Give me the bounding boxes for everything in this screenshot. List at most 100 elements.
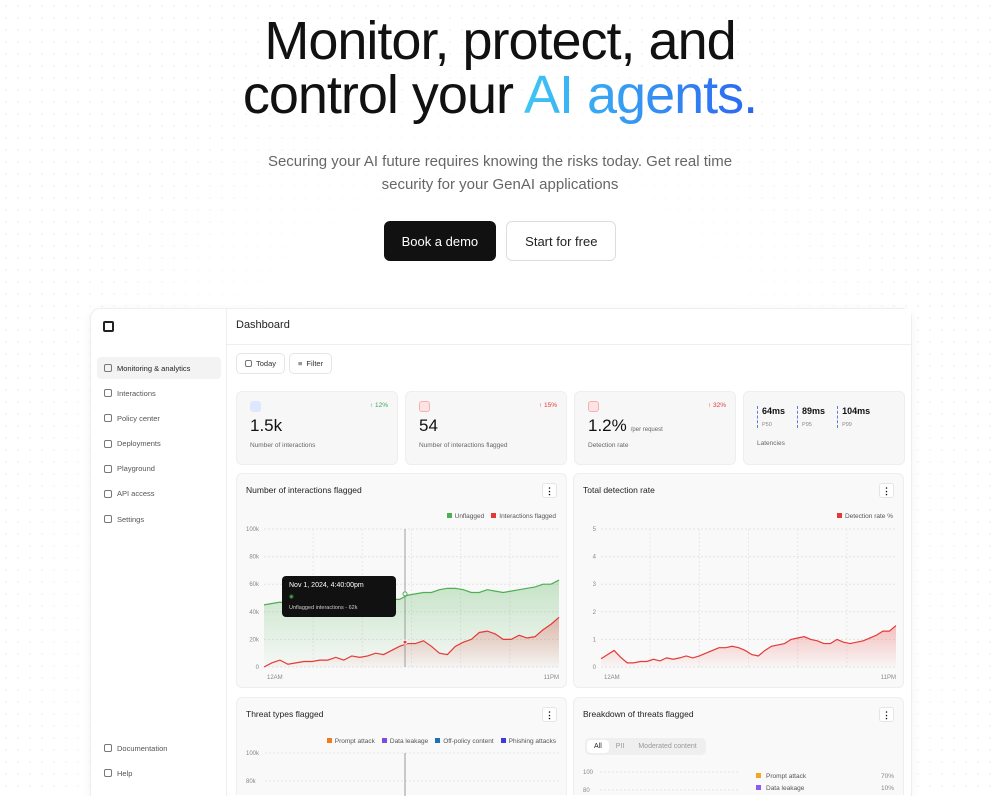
filter-button[interactable]: ≡ Filter xyxy=(289,353,333,374)
threat-breakdown-chart: Breakdown of threats flagged ⋮ All PII M… xyxy=(573,697,904,795)
legend-item: Phishing attacks xyxy=(500,738,556,745)
legend-item: Interactions flagged xyxy=(491,513,556,520)
nav-icon xyxy=(104,769,112,778)
chart-title: Total detection rate xyxy=(583,485,655,495)
y-tick-label: 80 xyxy=(583,788,590,794)
headline-accent: AI agents. xyxy=(523,65,758,125)
page-title: Dashboard xyxy=(227,309,911,345)
nav-icon xyxy=(104,515,112,524)
headline-line2: control your xyxy=(242,65,524,125)
hover-point xyxy=(402,639,408,645)
latency-card: 64ms P50 89ms P95 104ms P99 Latencies xyxy=(743,391,905,465)
stat-label: Detection rate xyxy=(588,442,629,449)
series-area-1 xyxy=(264,617,559,667)
legend-item: Detection rate % xyxy=(836,513,893,520)
more-options-button[interactable]: ⋮ xyxy=(542,707,557,722)
sidebar-item-interactions[interactable]: Interactions xyxy=(97,382,221,404)
sidebar-item-deployments[interactable]: Deployments xyxy=(97,433,221,455)
y-tick-label: 1 xyxy=(593,637,597,643)
main-panel: Dashboard Today ≡ Filter ↑ 12% 1.5k Number … xyxy=(227,309,911,796)
book-demo-button[interactable]: Book a demo xyxy=(383,221,497,261)
stat-label: Latencies xyxy=(757,440,785,447)
nav-icon xyxy=(104,439,112,448)
sidebar-item-help[interactable]: Help xyxy=(97,762,221,784)
legend-swatch xyxy=(756,773,761,778)
tab-all[interactable]: All xyxy=(587,740,609,753)
dashboard-preview: Monitoring & analytics Interactions Policy… xyxy=(90,308,912,796)
series-line-1 xyxy=(263,616,560,668)
breakdown-value: 10% xyxy=(881,785,894,792)
tab-moderated[interactable]: Moderated content xyxy=(638,743,697,750)
stat-label: Number of interactions xyxy=(250,442,316,449)
y-tick-label: 100k xyxy=(246,751,260,757)
stat-value: 54 xyxy=(419,416,438,435)
logo-icon xyxy=(103,321,114,332)
series-area-0 xyxy=(601,625,896,667)
stat-unit: /per request xyxy=(630,427,663,433)
legend-item: Data leakage xyxy=(381,738,428,745)
tab-pii[interactable]: PII xyxy=(615,743,625,750)
chart-title: Number of interactions flagged xyxy=(246,485,362,495)
x-tick-label: 11PM xyxy=(881,675,896,681)
sidebar-item-label: Monitoring & analytics xyxy=(117,363,191,373)
sidebar-item-label: Interactions xyxy=(117,388,156,398)
y-tick-label: 80k xyxy=(246,779,257,785)
more-options-button[interactable]: ⋮ xyxy=(879,483,894,498)
headline-line1: Monitor, protect, and xyxy=(264,11,736,71)
y-tick-label: 3 xyxy=(593,582,597,588)
sidebar-item-label: API access xyxy=(117,489,155,499)
stat-delta: ↑ 12% xyxy=(369,402,388,409)
chart-title: Breakdown of threats flagged xyxy=(583,709,694,719)
x-tick-label: 12AM xyxy=(604,675,620,681)
y-tick-label: 2 xyxy=(593,610,597,616)
nav-icon xyxy=(104,489,112,498)
nav-icon xyxy=(104,389,112,398)
breakdown-tabs: All PII Moderated content xyxy=(585,738,706,755)
y-tick-label: 0 xyxy=(256,665,260,671)
y-tick-label: 20k xyxy=(249,637,260,643)
breakdown-label: Data leakage xyxy=(766,785,805,792)
sidebar-item-label: Playground xyxy=(117,464,155,474)
sidebar-item-playground[interactable]: Playground xyxy=(97,458,221,480)
legend-item: Off-policy content xyxy=(435,738,494,745)
sidebar-item-api-access[interactable]: API access xyxy=(97,483,221,505)
start-free-button[interactable]: Start for free xyxy=(506,221,617,261)
legend-item: Prompt attack xyxy=(326,738,375,745)
filter-icon: ≡ xyxy=(298,359,303,368)
legend-swatch xyxy=(756,785,761,790)
nav-icon xyxy=(104,744,112,752)
chart-plot[interactable]: 0 1 2 3 4 5 12AM 11PM xyxy=(574,474,905,689)
hover-point xyxy=(402,591,408,597)
stat-value: 1.2% xyxy=(588,416,627,435)
legend-item: Unflagged xyxy=(446,513,484,520)
chart-plot: 100 80 Prompt attack 70% Data leakage 10… xyxy=(583,770,894,794)
latency-p95: 89ms P95 xyxy=(797,406,825,428)
breakdown-label: Prompt attack xyxy=(766,773,807,780)
sidebar-item-settings[interactable]: Settings xyxy=(97,508,221,530)
sidebar-item-label: Policy center xyxy=(117,413,160,423)
hero-subtitle: Securing your AI future requires knowing… xyxy=(267,153,733,193)
more-options-button[interactable]: ⋮ xyxy=(542,483,557,498)
series-line-0 xyxy=(600,625,897,664)
chart-tooltip: Nov 1, 2024, 4:40:00pm ◉ Unflagged intera… xyxy=(282,576,396,617)
latency-p50: 64ms P50 xyxy=(757,406,785,428)
y-tick-label: 40k xyxy=(249,610,260,616)
sidebar-item-label: Help xyxy=(117,768,133,778)
date-button[interactable]: Today xyxy=(236,353,286,374)
y-tick-label: 0 xyxy=(593,665,597,671)
sidebar-item-label: Documentation xyxy=(117,743,168,753)
y-tick-label: 100k xyxy=(246,527,260,533)
sidebar-item-documentation[interactable]: Documentation xyxy=(97,737,221,759)
interactions-flagged-chart: Number of interactions flagged ⋮ Unflagg… xyxy=(236,473,567,688)
nav-icon xyxy=(104,464,112,473)
sidebar-item-label: Deployments xyxy=(117,439,161,449)
stat-card: ↑ 15% 54 Number of interactions flagged xyxy=(405,391,567,465)
sidebar-item-monitoring-analytics[interactable]: Monitoring & analytics xyxy=(97,357,221,379)
stat-card: ↑ 32% 1.2%/per request Detection rate xyxy=(574,391,736,465)
x-tick-label: 11PM xyxy=(544,675,559,681)
stat-delta: ↑ 15% xyxy=(538,402,557,409)
x-tick-label: 12AM xyxy=(267,675,283,681)
y-tick-label: 60k xyxy=(249,582,260,588)
more-options-button[interactable]: ⋮ xyxy=(879,707,894,722)
sidebar-item-policy-center[interactable]: Policy center xyxy=(97,407,221,429)
